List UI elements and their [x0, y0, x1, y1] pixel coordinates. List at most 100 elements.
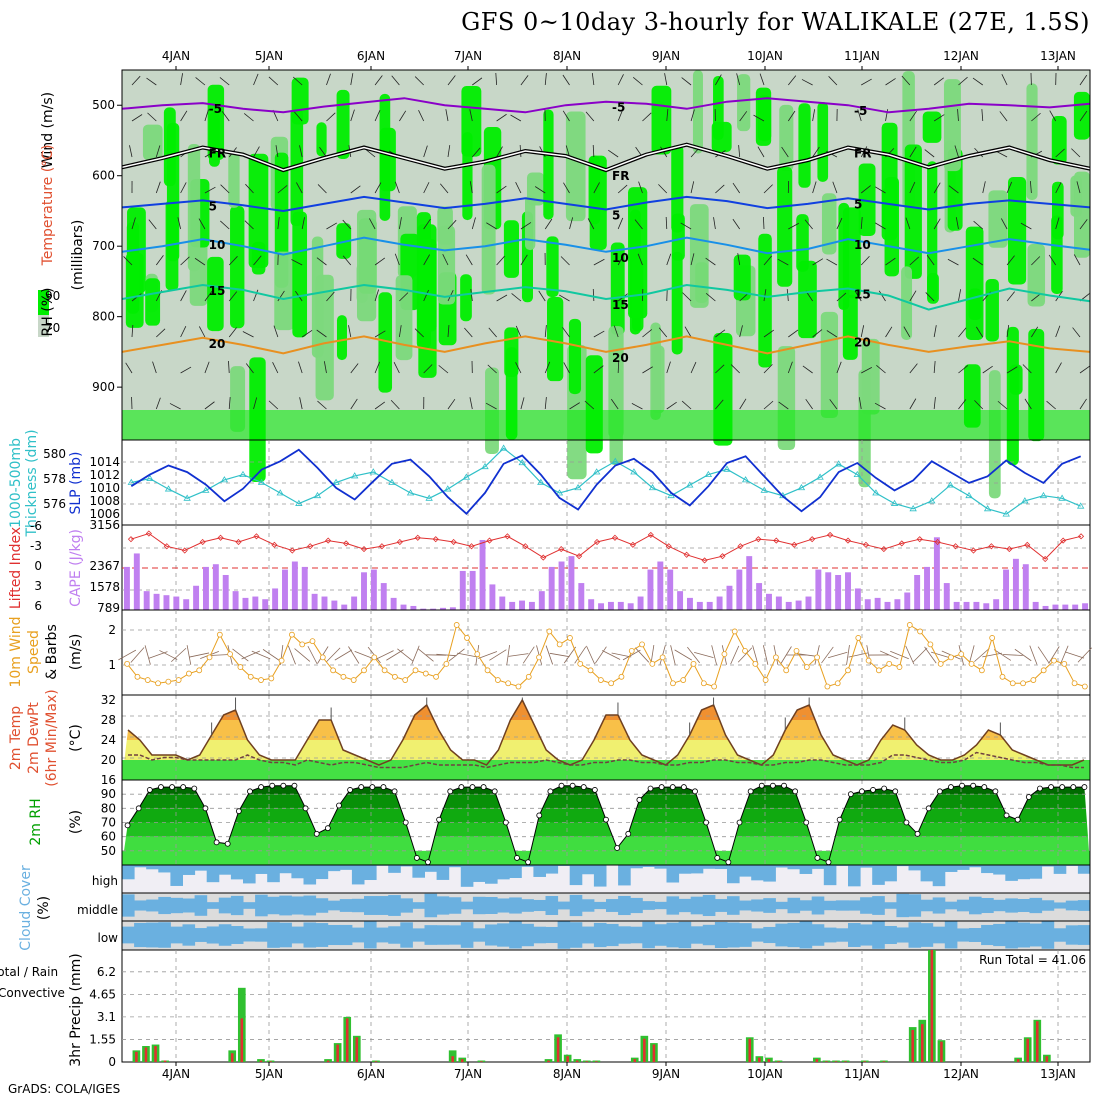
- rh2m-marker-16: [302, 805, 309, 812]
- wind10-marker-57: [711, 683, 718, 690]
- rh2m-marker-26: [413, 855, 420, 861]
- cape-bar: [469, 570, 476, 610]
- upper-wind-label: Wind (m/s): [40, 92, 56, 168]
- wind-barb: [398, 325, 402, 338]
- thickness-marker-40: [872, 489, 880, 496]
- cloud-low-bar: [339, 924, 353, 946]
- cloud-high-bar: [485, 865, 498, 884]
- wind-barb: [520, 222, 532, 230]
- wind10-label-3: & Barbs: [44, 624, 60, 680]
- wind-barb: [860, 217, 863, 230]
- wind-barb: [515, 362, 522, 374]
- top-day-label: 4JAN: [162, 49, 190, 63]
- cape-bar: [607, 601, 614, 610]
- upper-ytick-label: 700: [92, 239, 115, 253]
- cape-bar: [420, 608, 427, 610]
- upper-rh-label: RH (%): [40, 288, 56, 337]
- wind-barb: [131, 75, 141, 86]
- precip-conv-bar: [326, 1060, 330, 1062]
- precip-conv-bar: [585, 1061, 589, 1062]
- wind-barb: [544, 73, 547, 86]
- lifted-index-marker-10: [307, 543, 314, 550]
- rh2m-marker-83: [1048, 784, 1054, 790]
- cloud-mid-bar: [993, 899, 1006, 912]
- cape-bar: [696, 601, 703, 610]
- wind10-barb: [417, 648, 434, 662]
- wind-barb: [875, 222, 886, 230]
- wind-barb: [316, 329, 327, 338]
- thickness-tick-label: 578: [43, 472, 66, 486]
- isotherm-label: -5: [612, 101, 625, 115]
- lifted-index-marker-36: [773, 537, 780, 544]
- rh-cell: [651, 85, 672, 155]
- wind-barb: [875, 186, 886, 194]
- wind-barb: [374, 361, 380, 374]
- cape-bar: [667, 569, 674, 610]
- cloud-high-bar: [545, 865, 559, 874]
- wind-barb: [180, 290, 187, 302]
- rh2m-marker-10: [235, 808, 242, 815]
- precip-tick-label: 1.55: [89, 1032, 116, 1046]
- wind-barb: [715, 74, 722, 86]
- wind-barb: [997, 400, 1008, 410]
- wind-barb: [1079, 365, 1091, 374]
- rh2m-unit: (%): [68, 810, 84, 834]
- temp-band: [122, 660, 1090, 700]
- wind10-marker-52: [659, 654, 666, 661]
- isotherm-label: 5: [209, 199, 217, 213]
- cape-bar: [1062, 604, 1069, 610]
- wind10-marker-30: [433, 673, 439, 680]
- wind-barb: [642, 112, 652, 122]
- wind-barb: [131, 325, 134, 338]
- cloud-mid-bar: [593, 901, 607, 910]
- wind-barb: [1006, 181, 1013, 194]
- rh2m-marker-64: [836, 816, 843, 823]
- cloud-mid-bar: [122, 894, 135, 917]
- wind-barb: [909, 363, 918, 374]
- cloud-high-bar: [134, 865, 147, 868]
- cloud-mid-bar: [690, 896, 704, 915]
- temp2m-line: [127, 698, 1085, 766]
- wind-barb: [374, 289, 380, 302]
- rh-cell: [904, 144, 922, 279]
- rh2m-marker-38: [547, 788, 554, 795]
- wind10-marker-74: [886, 660, 893, 667]
- cloud-low-bar: [872, 921, 885, 949]
- wind10-marker-90: [1051, 657, 1057, 664]
- rh-cell: [336, 315, 347, 361]
- precip-conv-bar: [643, 1038, 646, 1062]
- wind10-barb: [448, 648, 465, 662]
- rh2m-marker-48: [658, 784, 665, 790]
- cloud-high-bar: [739, 865, 752, 877]
- wind-barb: [1079, 398, 1087, 410]
- temp2m-label: 2m Temp: [8, 706, 24, 770]
- wind-barb: [857, 109, 862, 122]
- cloud-high-bar: [956, 865, 970, 870]
- wind-barb: [348, 325, 352, 338]
- wind10-marker-25: [381, 667, 388, 674]
- lifted-index-marker-43: [898, 540, 905, 547]
- wind10-unit: (m/s): [68, 634, 84, 671]
- precip-tick-label: 4.65: [89, 987, 116, 1001]
- wind-barb: [323, 361, 327, 374]
- wind-barb: [198, 326, 206, 338]
- slp-frame: [121, 439, 1091, 526]
- wind10-marker-87: [1020, 680, 1026, 687]
- wind-barb: [169, 403, 181, 410]
- wind-barb: [228, 360, 230, 374]
- dewpt-label: 2m DewPt: [26, 702, 42, 774]
- rh-cell: [565, 111, 586, 222]
- wind-barb: [905, 217, 911, 230]
- cloud-mid-bar: [533, 899, 546, 912]
- precip-conv-label: Convective: [0, 986, 65, 1000]
- rh-tick-label: 90: [101, 787, 116, 801]
- wind10-marker-46: [597, 677, 604, 683]
- wind-barb: [658, 327, 668, 338]
- wind-barb: [787, 110, 796, 122]
- rh-cell: [838, 202, 850, 311]
- precip-conv-bar: [259, 1060, 263, 1062]
- cape-bar: [193, 585, 200, 610]
- wind-barb: [664, 73, 668, 86]
- wind-barb: [152, 361, 157, 374]
- wind-barb: [469, 397, 473, 410]
